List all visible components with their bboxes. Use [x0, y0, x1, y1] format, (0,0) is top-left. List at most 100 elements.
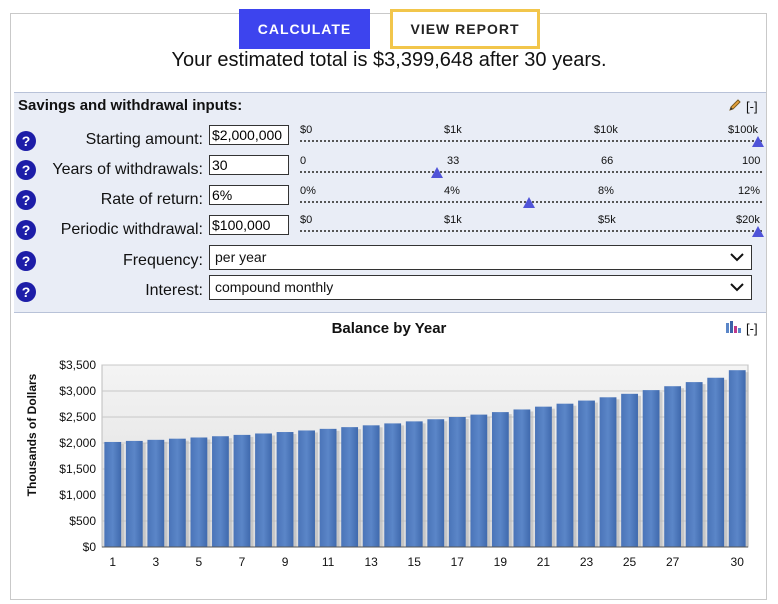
x-tick-label: 30 — [731, 555, 745, 569]
starting-amount-slider[interactable]: $0 $1k $10k $100k — [300, 124, 764, 152]
bar — [513, 409, 531, 547]
y-tick-label: $500 — [69, 514, 96, 528]
bar — [535, 406, 552, 547]
x-tick-label: 11 — [322, 555, 335, 569]
chevron-down-icon — [730, 253, 744, 262]
slider-tick-label: $1k — [444, 124, 462, 136]
starting-amount-input[interactable] — [209, 125, 289, 145]
slider-tick-label: $0 — [300, 214, 313, 226]
help-starting-amount-icon[interactable]: ? — [16, 131, 36, 151]
help-years-of-withdrawals-icon[interactable]: ? — [16, 160, 36, 180]
help-periodic-withdrawal-icon[interactable]: ? — [16, 220, 36, 240]
slider-tick-label: 100 — [742, 155, 761, 167]
slider-tick-label: $100k — [728, 124, 758, 136]
help-rate-of-return-icon[interactable]: ? — [16, 190, 36, 210]
years-of-withdrawals-label: Years of withdrawals: — [52, 161, 203, 178]
bar — [298, 430, 315, 547]
x-tick-label: 13 — [364, 555, 378, 569]
bar — [255, 433, 272, 547]
rate-of-return-slider[interactable]: 0% 4% 8% 12% — [300, 185, 762, 213]
interest-label: Interest: — [145, 282, 203, 299]
slider-tick-label: 0% — [300, 185, 316, 197]
bar — [147, 439, 165, 547]
bar — [642, 390, 660, 547]
chart-title: Balance by Year — [331, 320, 447, 337]
y-tick-label: $1,500 — [59, 462, 96, 476]
slider-tick-label: 4% — [444, 185, 460, 197]
y-tick-label: $2,000 — [59, 436, 96, 450]
slider-thumb[interactable] — [752, 226, 764, 237]
bar — [556, 403, 574, 547]
bar — [212, 436, 229, 547]
slider-thumb[interactable] — [752, 136, 764, 147]
x-tick-label: 3 — [152, 555, 159, 569]
slider-track — [300, 140, 762, 142]
chevron-down-icon — [730, 283, 744, 292]
x-tick-label: 27 — [666, 555, 680, 569]
slider-tick-label: 33 — [447, 155, 460, 167]
inputs-panel-tools: [-] — [728, 98, 758, 115]
interest-select[interactable]: compound monthly — [209, 275, 752, 300]
periodic-withdrawal-slider[interactable]: $0 $1k $5k $20k — [300, 214, 764, 242]
bar — [168, 438, 186, 547]
bar — [190, 437, 208, 547]
frequency-select[interactable]: per year — [209, 245, 752, 270]
bar — [728, 370, 746, 547]
bar — [233, 434, 251, 547]
bar — [362, 425, 380, 547]
x-tick-label: 17 — [451, 555, 465, 569]
bar — [470, 414, 488, 547]
y-tick-label: $3,500 — [59, 358, 96, 372]
edit-pencil-icon[interactable] — [728, 98, 742, 115]
bar — [664, 386, 682, 547]
bar — [599, 397, 617, 547]
rate-of-return-label: Rate of return: — [100, 191, 203, 208]
slider-thumb[interactable] — [431, 167, 444, 178]
slider-tick-label: 8% — [598, 185, 614, 197]
view-report-button[interactable]: VIEW REPORT — [390, 9, 540, 49]
inputs-collapse-toggle[interactable]: [-] — [746, 99, 758, 114]
x-tick-label: 15 — [408, 555, 422, 569]
slider-track — [300, 171, 762, 173]
bar — [276, 432, 294, 547]
x-tick-label: 19 — [494, 555, 508, 569]
chart-tools: [-] — [726, 321, 758, 336]
y-tick-label: $0 — [83, 540, 97, 554]
x-tick-label: 9 — [282, 555, 289, 569]
bar — [405, 421, 423, 547]
bar — [319, 428, 337, 547]
rate-of-return-input[interactable] — [209, 185, 289, 205]
x-tick-label: 1 — [109, 555, 116, 569]
x-tick-label: 7 — [239, 555, 246, 569]
interest-selected-value: compound monthly — [215, 279, 334, 295]
x-tick-label: 5 — [196, 555, 203, 569]
frequency-label: Frequency: — [122, 252, 203, 269]
bar — [384, 423, 402, 547]
periodic-withdrawal-input[interactable] — [209, 215, 289, 235]
help-frequency-icon[interactable]: ? — [16, 251, 36, 271]
years-of-withdrawals-input[interactable] — [209, 155, 289, 175]
slider-thumb[interactable] — [523, 197, 535, 208]
x-tick-label: 25 — [623, 555, 637, 569]
bar — [707, 377, 725, 547]
starting-amount-label: Starting amount: — [85, 131, 203, 148]
slider-tick-label: 66 — [601, 155, 614, 167]
bar-chart-icon[interactable] — [726, 321, 742, 336]
slider-track — [300, 230, 762, 232]
bar — [621, 393, 638, 547]
estimated-total-summary: Your estimated total is $3,399,648 after… — [171, 49, 607, 71]
years-of-withdrawals-slider[interactable]: 0 33 66 100 — [300, 155, 762, 183]
y-tick-label: $1,000 — [59, 488, 96, 502]
bar — [104, 441, 122, 547]
bar — [685, 382, 703, 547]
slider-tick-label: $0 — [300, 124, 313, 136]
y-tick-label: $3,000 — [59, 384, 96, 398]
chart-collapse-toggle[interactable]: [-] — [746, 321, 758, 336]
help-interest-icon[interactable]: ? — [16, 282, 36, 302]
slider-tick-label: $10k — [594, 124, 618, 136]
slider-tick-label: $5k — [598, 214, 616, 226]
bar — [491, 412, 509, 547]
calculate-button[interactable]: CALCULATE — [239, 9, 370, 49]
y-tick-label: $2,500 — [59, 410, 96, 424]
bar — [427, 419, 445, 547]
